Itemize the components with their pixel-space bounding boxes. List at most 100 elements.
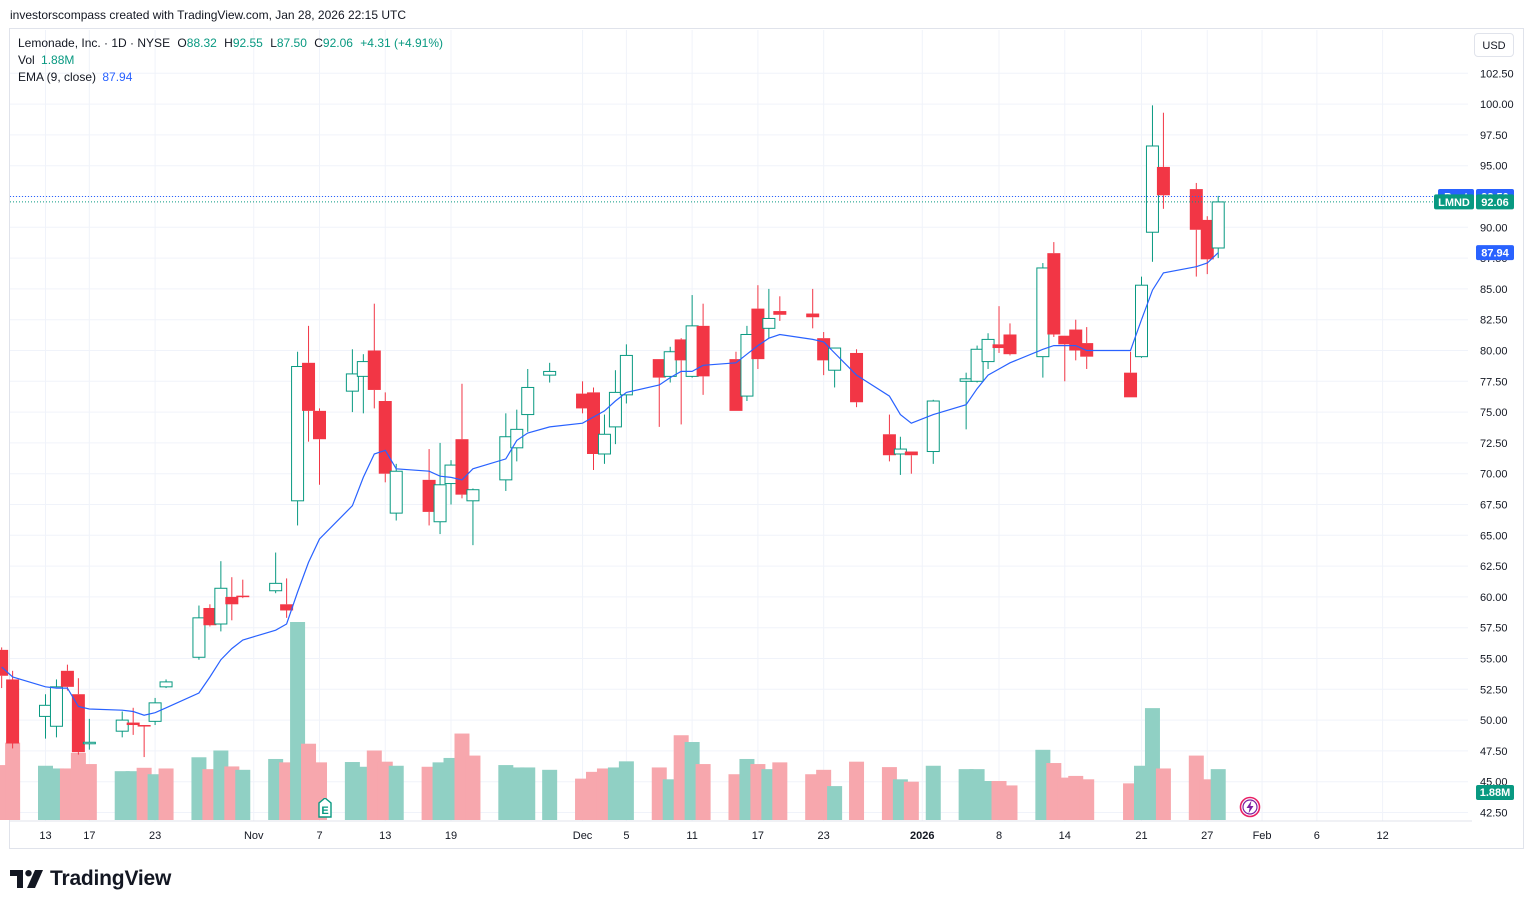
candle-body xyxy=(674,339,688,361)
x-tick-label: 12 xyxy=(1376,830,1388,842)
legend-change: +4.31 (+4.91%) xyxy=(360,36,444,50)
candle-body xyxy=(1145,145,1159,233)
x-tick-label: Feb xyxy=(1253,830,1272,842)
legend-high-value: 92.55 xyxy=(232,36,263,50)
candle-up xyxy=(1036,263,1050,378)
candle-body xyxy=(882,434,896,456)
y-tick-label: 47.50 xyxy=(1480,746,1508,758)
legend-volume-row[interactable]: Vol 1.88M xyxy=(18,52,447,69)
x-tick-label: 5 xyxy=(623,830,629,842)
candle-body xyxy=(608,391,622,428)
candle-up xyxy=(345,349,359,413)
volume-bar xyxy=(5,742,21,820)
candle-up xyxy=(192,605,206,660)
volume-bar xyxy=(388,765,404,820)
candle-down xyxy=(60,664,74,691)
volume-bar xyxy=(1210,769,1226,820)
candle-down xyxy=(1189,182,1203,277)
y-tick-label: 100.00 xyxy=(1480,99,1514,111)
y-tick-label: 90.00 xyxy=(1480,222,1508,234)
candle-body xyxy=(817,338,831,361)
volume-bar xyxy=(158,768,174,820)
lightning-icon[interactable] xyxy=(1239,796,1261,818)
y-tick-label: 75.00 xyxy=(1480,407,1508,419)
legend-ema-row[interactable]: EMA (9, close) 87.94 xyxy=(18,69,447,86)
x-tick-label: 14 xyxy=(1059,830,1071,842)
candle-body xyxy=(192,617,206,658)
candle-body xyxy=(1124,372,1138,398)
candle-body xyxy=(126,722,140,726)
volume-bar xyxy=(772,762,788,820)
tradingview-brand[interactable]: TradingView xyxy=(10,866,171,892)
earnings-icon[interactable]: E xyxy=(316,798,334,818)
currency-button[interactable]: USD xyxy=(1474,33,1514,57)
chart-frame[interactable] xyxy=(9,28,1524,849)
candle-body xyxy=(422,479,436,512)
candle-body xyxy=(740,333,754,397)
candle-up xyxy=(1211,195,1225,259)
candle-up xyxy=(1145,105,1159,262)
candle-up xyxy=(389,463,403,521)
candle-body xyxy=(959,378,973,382)
candle-body xyxy=(115,719,129,732)
candle-up xyxy=(291,351,305,526)
volume-label-box xyxy=(1476,785,1514,800)
x-tick-label: 13 xyxy=(379,830,391,842)
volume-bar xyxy=(542,769,558,820)
candle-body xyxy=(389,470,403,514)
y-tick-label: 65.00 xyxy=(1480,530,1508,542)
candle-body xyxy=(904,451,918,456)
y-tick-label: 70.00 xyxy=(1480,469,1508,481)
legend-ema-value: 87.94 xyxy=(102,70,133,84)
candle-up xyxy=(521,368,535,432)
candle-body xyxy=(751,308,765,360)
candle-body xyxy=(510,428,524,449)
candle-up xyxy=(740,325,754,402)
price-value-text: 92.06 xyxy=(1481,197,1509,209)
x-tick-label: 17 xyxy=(83,830,95,842)
candle-body xyxy=(806,313,820,318)
candle-up xyxy=(685,295,699,378)
y-tick-label: 60.00 xyxy=(1480,592,1508,604)
candle-body xyxy=(992,344,1006,349)
candle-down xyxy=(587,387,600,471)
y-tick-label: 80.00 xyxy=(1480,346,1508,358)
candle-body xyxy=(137,725,151,727)
legend-open-value: 88.32 xyxy=(186,36,217,50)
candle-down xyxy=(904,451,918,474)
candle-up xyxy=(981,333,995,369)
candle-down xyxy=(729,351,743,411)
candle-up xyxy=(608,370,622,445)
y-tick-label: 55.00 xyxy=(1480,654,1508,666)
legend-low-label: L xyxy=(270,36,277,50)
candle-body xyxy=(0,649,9,676)
candle-up xyxy=(597,414,611,464)
y-tick-label: 95.00 xyxy=(1480,161,1508,173)
candle-down xyxy=(280,578,294,618)
candle-down xyxy=(1124,351,1138,398)
y-axis: 42.5045.0047.5050.0052.5055.0057.5060.00… xyxy=(1480,68,1514,819)
candle-down xyxy=(1156,112,1170,209)
legend-symbol[interactable]: Lemonade, Inc. · 1D · NYSE xyxy=(18,36,171,50)
candle-body xyxy=(981,338,995,363)
candle-down xyxy=(0,647,9,689)
ema-line xyxy=(1,252,1219,716)
price-value-text: 87.94 xyxy=(1481,248,1509,260)
volume-label-text: 1.88M xyxy=(1480,787,1511,799)
candle-body xyxy=(356,361,370,377)
candle-body xyxy=(269,582,283,592)
candle-body xyxy=(543,370,557,376)
grid-lines xyxy=(10,30,1468,821)
legend-ema-label: EMA (9, close) xyxy=(18,70,97,84)
x-tick-label: 17 xyxy=(752,830,764,842)
ema-price-label: 87.94 xyxy=(1476,245,1514,261)
candle-body xyxy=(378,401,392,474)
x-axis: 13 17 23 Nov 7 13 19 Dec 5 11 17 23 2026 8 14 21 27 Feb 6 1… xyxy=(39,830,1388,842)
candle-up xyxy=(269,552,283,594)
volume-bar xyxy=(81,764,97,820)
candle-down xyxy=(302,325,316,442)
volume-bar xyxy=(1155,768,1171,820)
volume-axis-label: 1.88M xyxy=(1476,785,1514,800)
volume-bar xyxy=(235,769,251,820)
